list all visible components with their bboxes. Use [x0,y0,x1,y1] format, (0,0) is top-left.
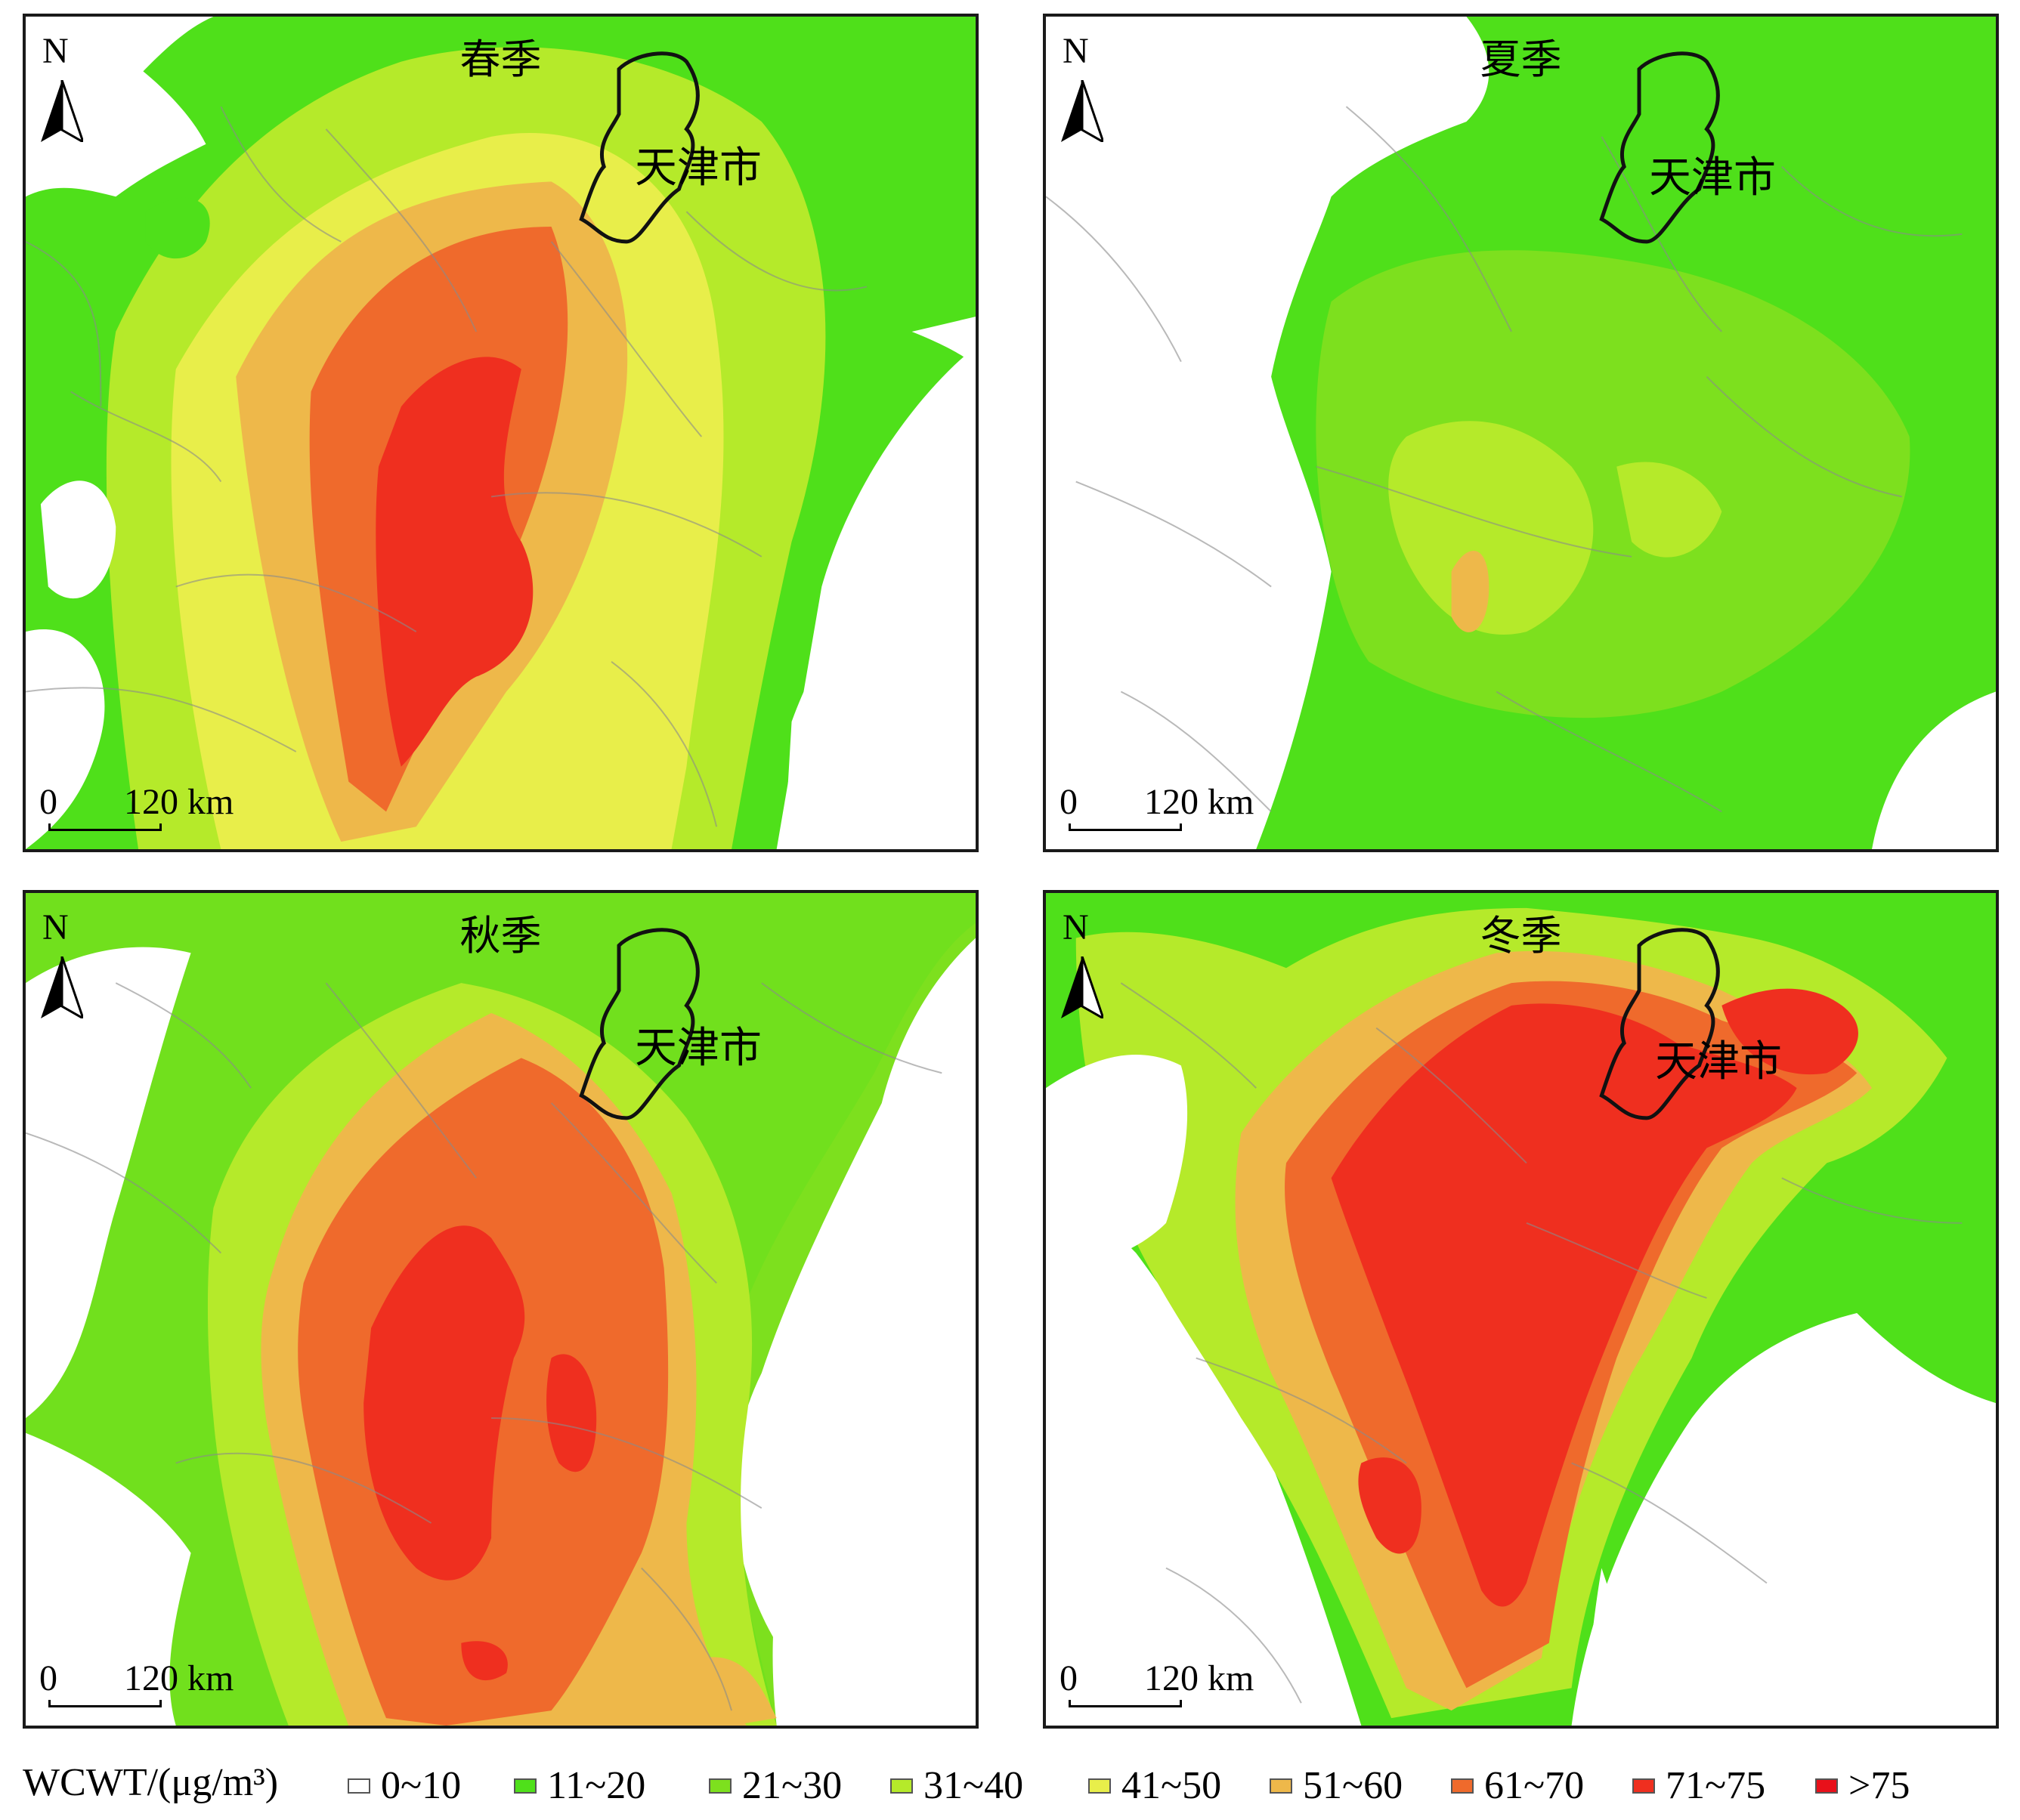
scale-bar: 0 120 km [1059,781,1254,834]
scale-zero: 0 [1059,782,1078,822]
concentration-map [26,893,976,1726]
scale-line [1069,823,1182,831]
legend-label: 21~30 [742,1764,843,1807]
legend-swatch [514,1778,537,1794]
legend-label: 51~60 [1303,1764,1403,1807]
legend-label: 61~70 [1484,1764,1585,1807]
legend-swatch [1270,1778,1292,1794]
legend-swatch [1451,1778,1474,1794]
legend-label: >75 [1848,1764,1910,1807]
map-panel-winter: 冬季 天津市 N 0 120 km [1043,890,1999,1729]
scale-distance: 120 km [124,1658,234,1698]
north-label: N [1063,907,1089,947]
legend-label: 0~10 [381,1764,462,1807]
legend-swatch [709,1778,732,1794]
scale-bar: 0 120 km [1059,1658,1254,1710]
north-arrow-icon [41,80,83,142]
season-label: 春季 [459,37,542,82]
legend-swatch [348,1778,370,1794]
city-label: 天津市 [1649,155,1776,202]
scale-zero: 0 [1059,1658,1078,1698]
legend-swatch [1632,1778,1655,1794]
scale-zero: 0 [39,782,57,822]
city-label: 天津市 [1655,1039,1782,1086]
concentration-map [1046,17,1996,849]
north-arrow: N [1059,30,1105,144]
legend: WCWT/(μg/m³) 0~10 11~20 21~30 31~40 41~5… [23,1757,2003,1810]
concentration-map [1046,893,1996,1726]
scale-distance: 120 km [1144,782,1254,822]
legend-item: 51~60 [1270,1763,1403,1808]
north-label: N [42,31,69,71]
legend-item: 61~70 [1451,1763,1584,1808]
city-label: 天津市 [635,145,762,192]
concentration-map [26,17,976,849]
legend-label: 11~20 [547,1764,646,1807]
scale-distance: 120 km [124,782,234,822]
legend-label: 31~40 [923,1764,1024,1807]
scale-line [1069,1700,1182,1707]
map-panel-spring: 春季 天津市 N 0 120 km [23,14,979,852]
north-label: N [1063,31,1089,71]
legend-item: 31~40 [890,1763,1023,1808]
map-panel-summer: 夏季 天津市 N 0 120 km [1043,14,1999,852]
legend-label: 41~50 [1121,1764,1222,1807]
north-arrow: N [39,30,85,144]
north-label: N [42,907,69,947]
north-arrow-icon [1061,80,1103,142]
legend-item: 21~30 [709,1763,842,1808]
legend-swatch [890,1778,913,1794]
city-label: 天津市 [635,1025,762,1072]
legend-item: 71~75 [1632,1763,1765,1808]
north-arrow-icon [41,956,83,1018]
scale-bar: 0 120 km [39,781,234,834]
scale-line [48,1700,162,1707]
map-panel-autumn: 秋季 天津市 N 0 120 km [23,890,979,1729]
legend-item: 41~50 [1088,1763,1221,1808]
legend-swatch [1088,1778,1111,1794]
legend-item: >75 [1815,1763,1910,1808]
scale-bar: 0 120 km [39,1658,234,1710]
north-arrow: N [39,907,85,1020]
scale-zero: 0 [39,1658,57,1698]
scale-distance: 120 km [1144,1658,1254,1698]
season-label: 夏季 [1480,37,1562,82]
north-arrow: N [1059,907,1105,1020]
legend-swatch [1815,1778,1838,1794]
season-label: 冬季 [1480,913,1562,959]
legend-title: WCWT/(μg/m³) [23,1761,279,1804]
legend-item: 0~10 [348,1763,461,1808]
season-label: 秋季 [459,913,542,959]
scale-line [48,823,162,831]
legend-label: 71~75 [1666,1764,1766,1807]
north-arrow-icon [1061,956,1103,1018]
legend-item: 11~20 [514,1763,645,1808]
